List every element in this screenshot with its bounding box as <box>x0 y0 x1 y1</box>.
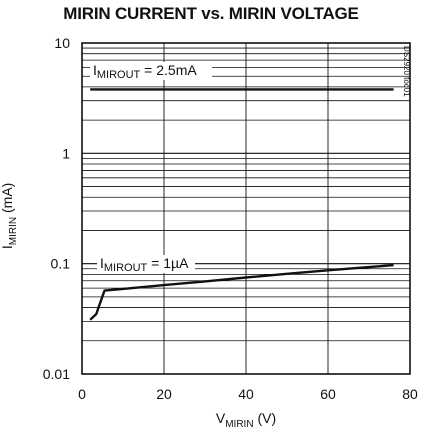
x-tick-label: 40 <box>238 386 254 402</box>
x-tick-label: 0 <box>78 386 86 402</box>
tick-labels: 0 20 40 60 80 0.01 0.1 1 10 <box>43 35 418 402</box>
data-lines <box>89 88 394 321</box>
figure-code: DS2920 toc01 <box>402 46 411 97</box>
y-axis-label: IMIRIN (mA) <box>0 182 19 250</box>
y-tick-label: 10 <box>54 35 70 51</box>
series-label-bg <box>90 62 212 80</box>
series-label-2: IMIROUT = 1µA <box>100 255 189 274</box>
series-label-1: IMIROUT = 2.5mA <box>93 62 197 81</box>
series-label-bg <box>97 255 195 273</box>
plot-frame <box>81 42 411 375</box>
series-line-2 <box>89 263 394 321</box>
x-axis-label: VMIRIN (V) <box>215 410 277 430</box>
y-tick-label: 0.01 <box>43 366 70 382</box>
grid-lines <box>82 43 410 374</box>
chart-title: MIRIN CURRENT vs. MIRIN VOLTAGE <box>63 4 359 23</box>
series-labels: IMIROUT = 2.5mA IMIROUT = 1µA <box>90 62 212 274</box>
y-tick-label: 0.1 <box>51 256 71 272</box>
y-tick-label: 1 <box>62 145 70 161</box>
x-tick-label: 20 <box>156 386 172 402</box>
x-tick-label: 60 <box>320 386 336 402</box>
x-tick-label: 80 <box>402 386 418 402</box>
